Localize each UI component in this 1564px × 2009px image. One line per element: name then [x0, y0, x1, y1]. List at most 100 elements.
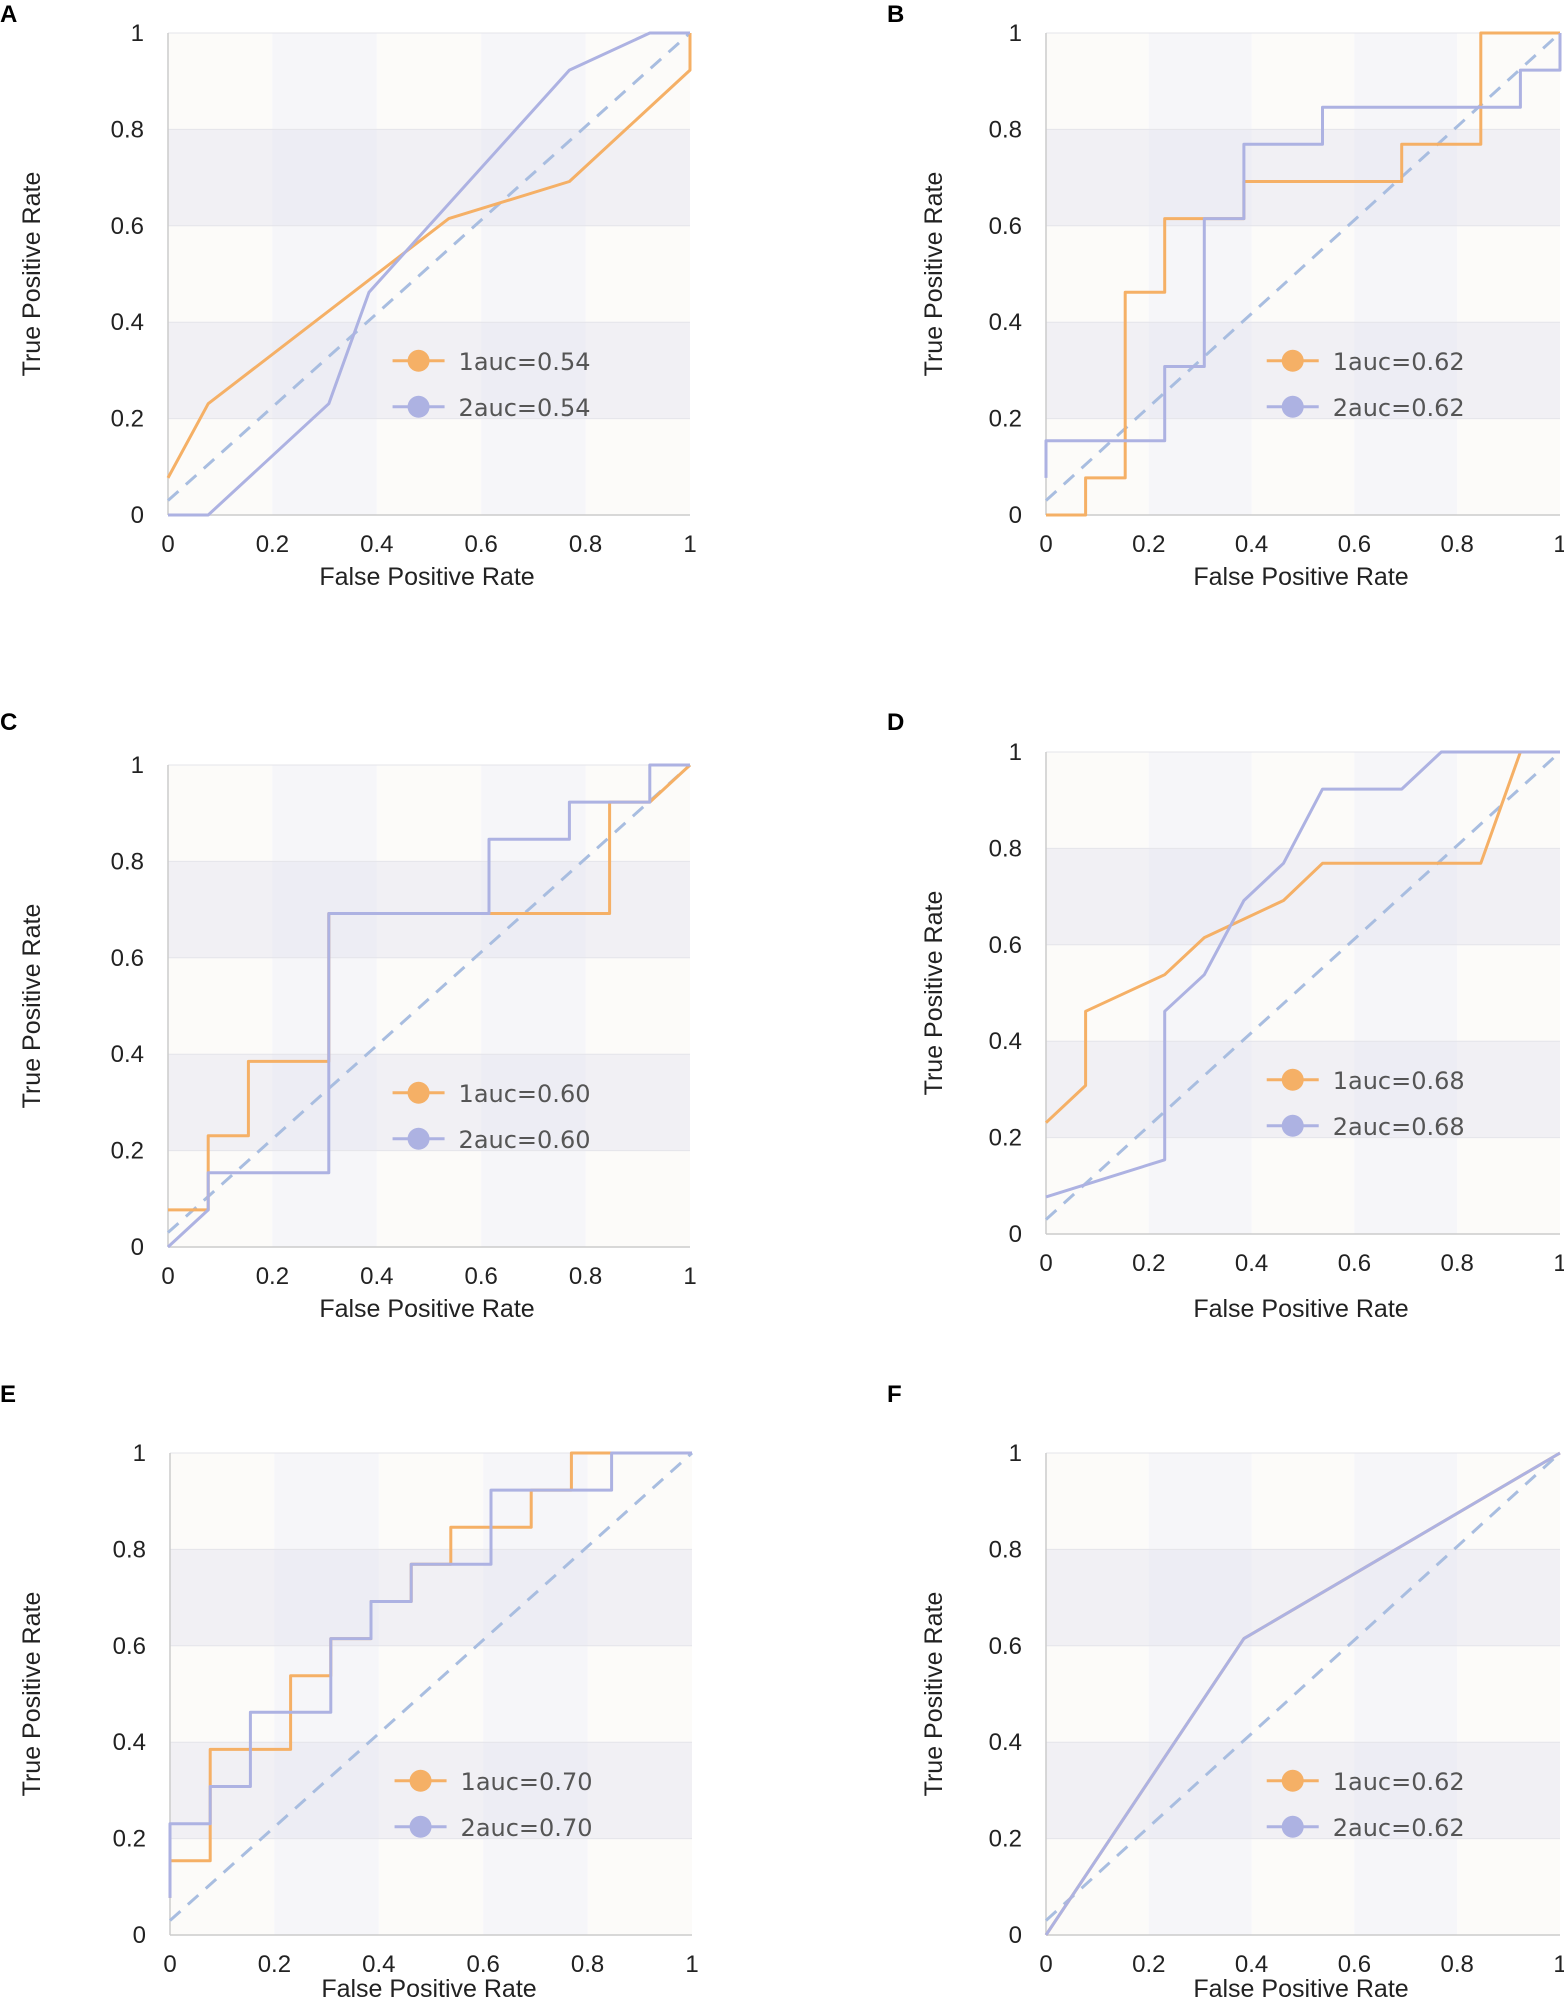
panel-f-y-tick-label: 0.4 [989, 1729, 1022, 1756]
panel-e-x-tick-label: 1 [685, 1951, 698, 1978]
panel-f: 0 0.2 0.4 0.6 0.8 1 0 0.2 0.4 0.6 0.8 1 False Positi… [887, 1381, 1564, 2003]
panel-b-band [1457, 33, 1560, 515]
panel-e-y-tick-label: 0.6 [113, 1633, 146, 1660]
panel-f-series-2-line [1044, 1451, 1561, 1936]
panel-c-y-tick-label: 1 [131, 752, 144, 779]
panel-b-y-tick-label: 1 [1009, 20, 1022, 47]
panel-e-band [587, 1453, 692, 1935]
panel-d-x-axis-title: False Positive Rate [1193, 1295, 1408, 1323]
panel-c-hband [168, 1054, 690, 1151]
panel-c-y-tick-label: 0.4 [111, 1041, 144, 1068]
panel-a-legend-marker-2 [407, 395, 430, 418]
panel-e-x-tick-label: 0.6 [467, 1951, 500, 1978]
panel-a-hband [168, 129, 690, 226]
panel-f-y-tick-label: 0.8 [989, 1536, 1022, 1563]
panel-f-band [1457, 1453, 1560, 1935]
panel-f-hband [1046, 1742, 1560, 1839]
panel-f-legend-marker-2 [1281, 1815, 1304, 1838]
panel-e-y-tick-label: 1 [133, 1440, 146, 1467]
panel-a-reference-line [166, 31, 692, 502]
panel-f-x-tick-label: 0 [1039, 1951, 1052, 1978]
panel-c-y-tick-label: 0.2 [111, 1138, 144, 1165]
panel-d: 0 0.2 0.4 0.6 0.8 1 0 0.2 0.4 0.6 0.8 1 False Positi… [887, 709, 1564, 1323]
panel-a-legend-marker-1 [407, 349, 430, 372]
panel-c-x-tick-label: 0.2 [256, 1263, 289, 1290]
panel-b: 0 0.2 0.4 0.6 0.8 1 0 0.2 0.4 0.6 0.8 1 False Positi… [887, 1, 1564, 591]
panel-e-x-axis-title: False Positive Rate [321, 1975, 536, 2003]
panel-b-band [1251, 33, 1355, 515]
panel-c-band [168, 765, 273, 1247]
panel-a-series-1-line [166, 33, 692, 479]
panel-a-hband [168, 322, 690, 419]
panel-a-y-tick-label: 0 [131, 502, 144, 529]
panel-a-y-tick-label: 0.8 [111, 116, 144, 143]
panel-c-hband [168, 861, 690, 958]
panel-f-x-axis-title: False Positive Rate [1193, 1975, 1408, 2003]
panel-b-x-tick-label: 0.6 [1338, 531, 1371, 558]
panel-d-series-1-line [1044, 750, 1560, 1124]
panel-d-y-tick-label: 0.6 [989, 932, 1022, 959]
panel-b-band [1354, 33, 1458, 515]
panel-f-legend-marker-1 [1281, 1769, 1304, 1792]
panel-c-band [585, 765, 690, 1247]
panel-d-x-tick-label: 0.2 [1132, 1250, 1165, 1277]
panel-d-y-tick-label: 1 [1009, 739, 1022, 766]
panel-d-y-axis-title: True Positive Rate [920, 891, 948, 1096]
panel-e: 0 0.2 0.4 0.6 0.8 1 0 0.2 0.4 0.6 0.8 1 False Positi… [0, 1381, 699, 2003]
panel-f-x-tick-label: 0.6 [1338, 1951, 1371, 1978]
panel-d-letter: D [887, 709, 904, 736]
panel-b-x-tick-label: 1 [1553, 531, 1564, 558]
panel-a-y-tick-label: 1 [131, 20, 144, 47]
panel-b-x-tick-label: 0.4 [1235, 531, 1268, 558]
panel-e-hband [170, 1742, 692, 1839]
panel-d-x-tick-label: 0.6 [1338, 1250, 1371, 1277]
panel-e-series-2-line [168, 1451, 692, 1898]
panel-b-reference-line [1044, 31, 1562, 502]
panel-e-legend-label-1: 1auc=0.70 [461, 1768, 593, 1796]
panel-a-y-tick-label: 0.6 [111, 213, 144, 240]
panel-e-x-tick-label: 0.2 [258, 1951, 291, 1978]
panel-a-x-tick-label: 0.6 [465, 531, 498, 558]
panel-c-series-2-line [166, 763, 690, 1249]
panel-d-band [1457, 752, 1560, 1234]
panel-b-band [1046, 33, 1149, 515]
panel-a-band [168, 33, 273, 515]
panel-c-y-tick-label: 0 [131, 1234, 144, 1261]
panel-d-legend-marker-1 [1281, 1068, 1304, 1091]
panel-b-legend-marker-2 [1281, 395, 1304, 418]
panel-c-letter: C [0, 709, 17, 736]
panel-c-band [481, 765, 586, 1247]
panel-f-x-tick-label: 0.2 [1132, 1951, 1165, 1978]
panel-c-x-tick-label: 0.4 [360, 1263, 393, 1290]
panel-d-x-tick-label: 0.4 [1235, 1250, 1268, 1277]
panel-c-reference-line [166, 763, 692, 1234]
panel-e-legend-label-2: 2auc=0.70 [461, 1814, 593, 1842]
panel-c: 0 0.2 0.4 0.6 0.8 1 0 0.2 0.4 0.6 0.8 1 False Positi… [0, 709, 697, 1323]
panel-c-band [272, 765, 377, 1247]
panel-d-y-tick-label: 0.4 [989, 1028, 1022, 1055]
panel-e-legend-marker-1 [409, 1769, 432, 1792]
panel-d-series-2-line [1045, 750, 1560, 1199]
panel-a-x-tick-label: 0.4 [360, 531, 393, 558]
panel-f-y-tick-label: 0 [1009, 1922, 1022, 1949]
panel-d-band [1046, 752, 1149, 1234]
panel-a-band [376, 33, 482, 515]
panel-a-y-axis-title: True Positive Rate [18, 172, 46, 377]
panel-c-band [376, 765, 482, 1247]
panel-b-y-tick-label: 0.6 [989, 213, 1022, 240]
panel-b-legend-label-2: 2auc=0.62 [1333, 394, 1465, 422]
panel-c-x-axis-title: False Positive Rate [319, 1295, 534, 1323]
panel-f-letter: F [887, 1381, 902, 1408]
panel-d-hband [1046, 1041, 1560, 1138]
panel-b-series-2-line [1044, 33, 1562, 478]
panel-b-x-tick-label: 0 [1039, 531, 1052, 558]
panel-e-y-tick-label: 0.4 [113, 1729, 146, 1756]
panel-b-x-tick-label: 0.2 [1132, 531, 1165, 558]
panel-f-hband [1046, 1549, 1560, 1646]
panel-a-y-tick-label: 0.4 [111, 309, 144, 336]
panel-e-y-tick-label: 0.2 [113, 1826, 146, 1853]
panel-a: 0 0.2 0.4 0.6 0.8 1 0 0.2 0.4 0.6 0.8 1 False Positi… [0, 1, 697, 591]
panel-c-legend-label-1: 1auc=0.60 [459, 1080, 591, 1108]
panel-d-y-tick-label: 0.8 [989, 835, 1022, 862]
